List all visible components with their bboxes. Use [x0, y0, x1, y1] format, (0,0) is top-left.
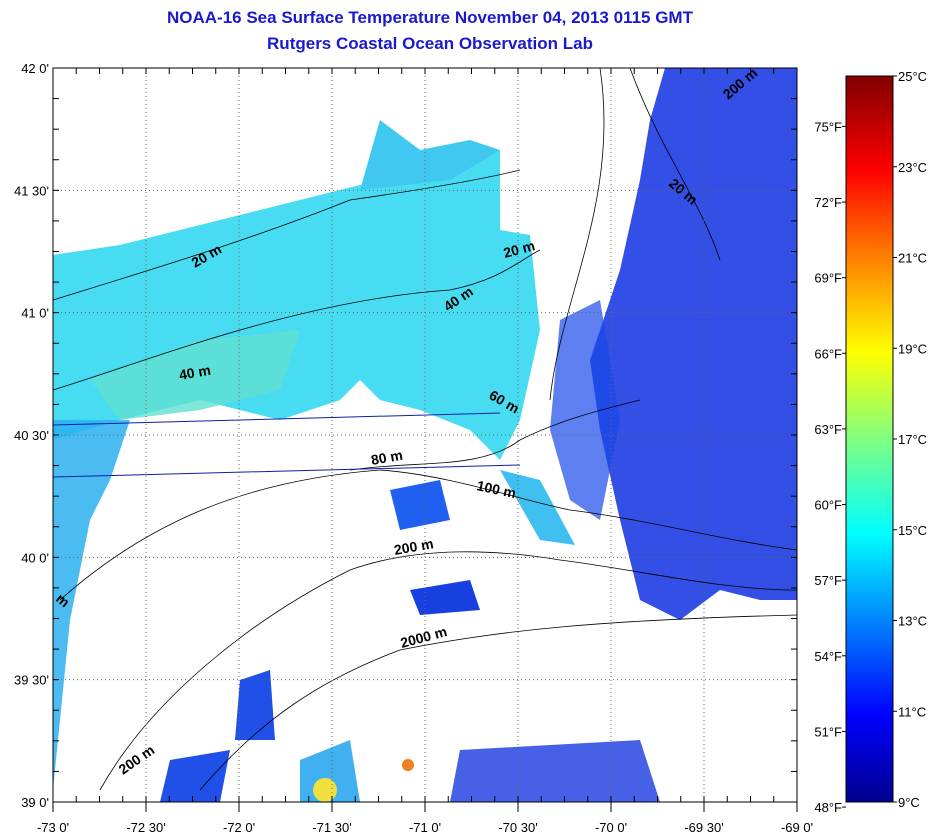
lon-tick-label: -71 30': [312, 820, 351, 835]
fahrenheit-label: 66°F: [814, 346, 842, 361]
contour-label: 80 m: [370, 447, 404, 468]
depth-contours: [52, 67, 798, 791]
contour-label: 200 m: [116, 742, 158, 778]
colorbar-ticks: 25°C 23°C 21°C 19°C 17°C 15°C 13°C 11°C 9°C 75°F 7…: [814, 69, 927, 815]
lon-tick-label: -72 30': [126, 820, 165, 835]
fahrenheit-label: 60°F: [814, 498, 842, 513]
celsius-label: 15°C: [898, 523, 927, 538]
fahrenheit-label: 63°F: [814, 422, 842, 437]
fahrenheit-label: 69°F: [814, 271, 842, 286]
lon-tick-label: -69 0': [781, 820, 813, 835]
celsius-label: 21°C: [898, 251, 927, 266]
celsius-label: 13°C: [898, 614, 927, 629]
lon-tick-label: -72 0': [223, 820, 255, 835]
lat-tick-label: 41 30': [14, 183, 49, 198]
celsius-label: 19°C: [898, 341, 927, 356]
lon-tick-label: -69 30': [684, 820, 723, 835]
fahrenheit-label: 75°F: [814, 119, 842, 134]
lon-tick-label: -70 0': [595, 820, 627, 835]
celsius-label: 11°C: [898, 704, 926, 719]
lon-tick-label: -71 0': [409, 820, 441, 835]
lon-tick-label: -70 30': [498, 820, 537, 835]
fahrenheit-label: 72°F: [814, 195, 842, 210]
sst-patches: [53, 68, 797, 802]
fahrenheit-label: 48°F: [814, 800, 842, 815]
celsius-label: 23°C: [898, 160, 927, 175]
lat-tick-label: 39 30': [14, 673, 49, 688]
lat-tick-label: 41 0': [21, 306, 49, 321]
fahrenheit-label: 54°F: [814, 649, 842, 664]
fahrenheit-label: 51°F: [814, 724, 842, 739]
axes: -73 0' -72 30' -72 0' -71 30' -71 0' -70 30' -…: [14, 61, 813, 835]
transect-lines: [52, 412, 521, 478]
graticule: [53, 68, 797, 802]
chart-subtitle: Rutgers Coastal Ocean Observation Lab: [267, 34, 593, 53]
lon-tick-label: -73 0': [37, 820, 69, 835]
contour-label: 20 m: [502, 237, 537, 261]
lat-tick-label: 40 0': [21, 550, 49, 565]
lat-tick-label: 42 0': [21, 61, 49, 76]
contour-label: 40 m: [178, 362, 212, 383]
colorbar: [845, 75, 894, 803]
celsius-label: 17°C: [898, 432, 927, 447]
chart-title: NOAA-16 Sea Surface Temperature November…: [167, 8, 693, 27]
celsius-label: 9°C: [898, 795, 920, 810]
contour-label: 200 m: [393, 535, 435, 558]
celsius-label: 25°C: [898, 69, 927, 84]
lat-tick-label: 40 30': [14, 428, 49, 443]
contour-label: 2000 m: [399, 623, 449, 651]
fahrenheit-label: 57°F: [814, 573, 842, 588]
lat-tick-label: 39 0': [21, 795, 49, 810]
